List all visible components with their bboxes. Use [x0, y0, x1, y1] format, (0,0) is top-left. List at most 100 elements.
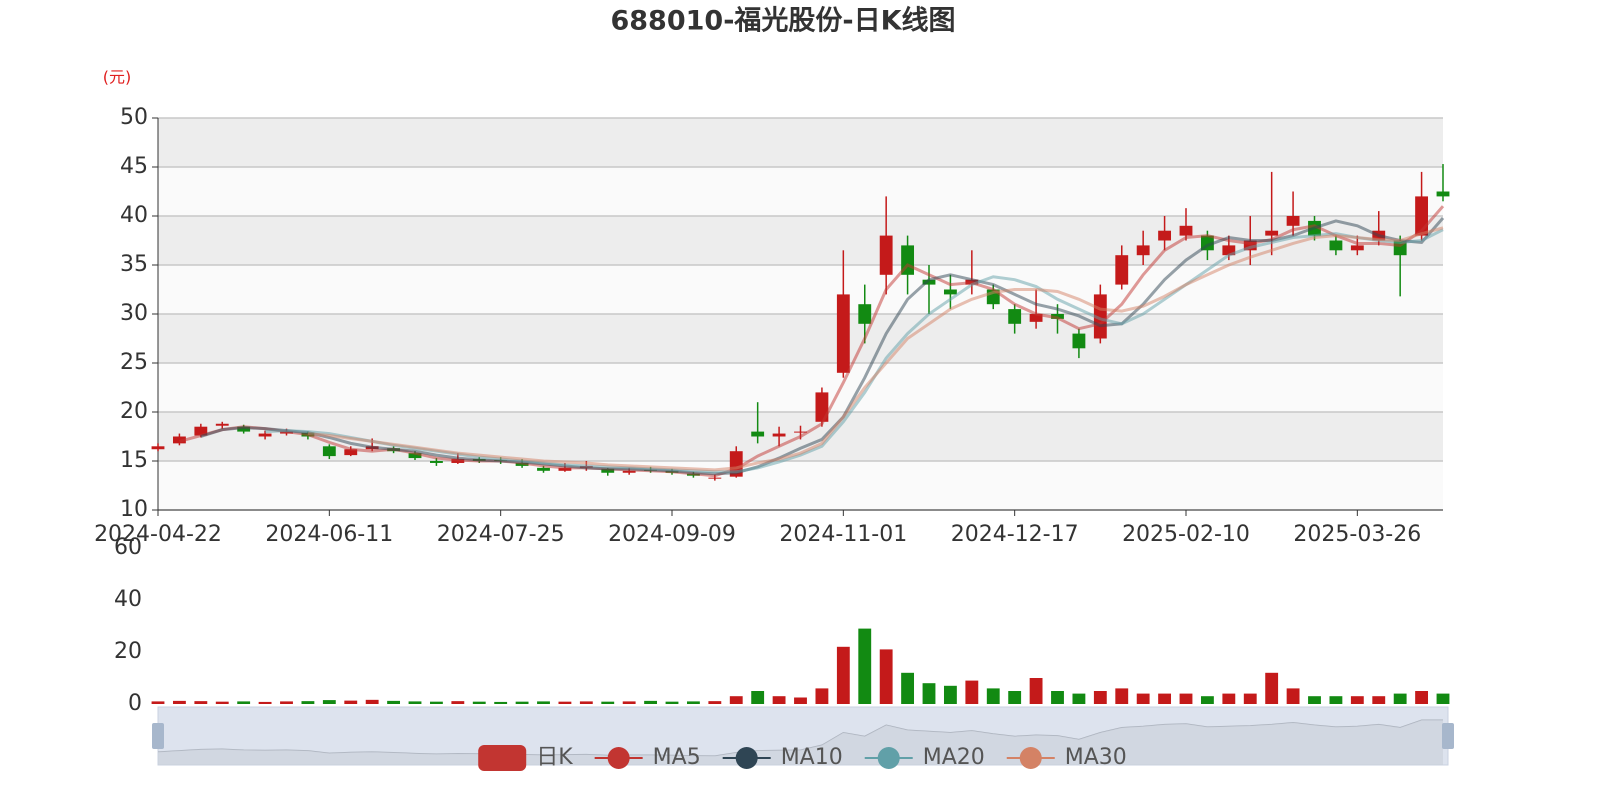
volume-bar: [772, 696, 786, 704]
y-tick-label: 35: [120, 252, 148, 277]
candle-body: [322, 446, 336, 457]
volume-bar: [322, 700, 336, 704]
zoom-handle[interactable]: [1442, 723, 1454, 749]
candle-body: [1093, 294, 1107, 339]
volume-bar: [494, 701, 508, 704]
candle-body: [1329, 240, 1343, 251]
volume-bar: [558, 701, 572, 704]
candle-body: [1072, 333, 1086, 349]
x-tick-label: 2024-07-25: [437, 522, 565, 547]
volume-bar: [1072, 693, 1086, 704]
candle-body: [1179, 225, 1193, 236]
candle-body: [943, 289, 957, 295]
candle-body: [151, 446, 165, 450]
y-unit-label: (元): [103, 68, 132, 87]
volume-bar: [1436, 693, 1450, 704]
candle-body: [537, 467, 550, 471]
volume-bar: [1308, 696, 1321, 704]
volume-bar: [858, 628, 872, 704]
x-tick-label: 2024-06-11: [265, 522, 393, 547]
candle-body: [1222, 245, 1236, 256]
volume-bar: [1200, 696, 1214, 704]
volume-bar: [472, 701, 486, 704]
candle-body: [408, 453, 422, 459]
candle-body: [1243, 240, 1257, 251]
volume-bar: [280, 701, 293, 704]
volume-bar: [1029, 678, 1043, 704]
split-area: [158, 314, 1443, 363]
volume-bar: [301, 701, 315, 704]
candle-body: [1158, 230, 1172, 241]
volume-bar: [965, 680, 979, 704]
volume-bar: [1093, 691, 1107, 704]
volume-bar: [622, 701, 636, 704]
candle-body: [601, 468, 615, 473]
volume-bar: [194, 701, 208, 704]
ma-line: [200, 216, 1445, 476]
volume-bar: [579, 701, 593, 704]
legend-label[interactable]: MA30: [1065, 745, 1127, 770]
y-tick-label: 25: [120, 350, 148, 375]
volume-tick-label: 60: [114, 535, 142, 560]
volume-bar: [387, 700, 401, 704]
y-tick-label: 15: [120, 448, 148, 473]
candle-body: [922, 279, 936, 285]
legend-label[interactable]: MA5: [653, 745, 701, 770]
volume-tick-label: 40: [114, 587, 142, 612]
volume-bar: [1350, 696, 1364, 704]
candle-body: [215, 423, 229, 426]
split-area: [158, 118, 1443, 167]
volume-bar: [1051, 691, 1064, 704]
volume-bar: [1115, 688, 1129, 704]
candle-body: [751, 431, 765, 437]
volume-bar: [986, 688, 1000, 704]
volume-bar: [344, 700, 358, 704]
volume-bar: [1136, 693, 1150, 704]
zoom-handle[interactable]: [152, 723, 164, 749]
volume-bar: [1265, 672, 1279, 704]
legend-icon: [607, 747, 630, 769]
y-tick-label: 10: [120, 497, 148, 522]
split-area: [158, 265, 1443, 314]
legend-label[interactable]: MA20: [923, 745, 985, 770]
volume-bar: [451, 701, 465, 704]
volume-bar: [922, 683, 936, 704]
volume-bar: [537, 701, 550, 704]
volume-bar: [429, 701, 443, 704]
ma-line: [307, 226, 1444, 472]
volume-bar: [365, 699, 379, 704]
volume-bar: [1008, 691, 1022, 704]
volume-bar: [151, 701, 165, 704]
volume-bar: [665, 701, 679, 704]
candle-body: [772, 433, 786, 437]
candle-body: [344, 449, 358, 456]
y-tick-label: 40: [120, 203, 148, 228]
volume-bar: [1393, 693, 1407, 704]
candle-body: [622, 470, 636, 473]
candle-body: [1350, 245, 1364, 251]
legend-icon: [877, 747, 900, 769]
volume-bar: [1329, 696, 1343, 704]
candle-body: [1286, 216, 1300, 226]
candle-body: [258, 433, 272, 437]
legend-label[interactable]: 日K: [536, 745, 573, 770]
volume-bar: [172, 700, 186, 704]
candle-body: [1008, 309, 1022, 324]
volume-bar: [644, 700, 658, 704]
volume-tick-label: 20: [114, 639, 142, 664]
split-area: [158, 167, 1443, 216]
split-area: [158, 461, 1443, 510]
volume-bar: [1415, 691, 1429, 704]
x-tick-label: 2025-03-26: [1293, 522, 1421, 547]
candle-body: [708, 477, 722, 479]
candle-body: [836, 294, 850, 373]
x-tick-label: 2024-11-01: [779, 522, 907, 547]
volume-bar: [1179, 693, 1193, 704]
legend-label[interactable]: MA10: [781, 745, 843, 770]
volume-bar: [751, 691, 765, 704]
candle-body: [194, 426, 208, 436]
volume-bar: [836, 646, 850, 704]
candle-body: [1265, 230, 1279, 236]
